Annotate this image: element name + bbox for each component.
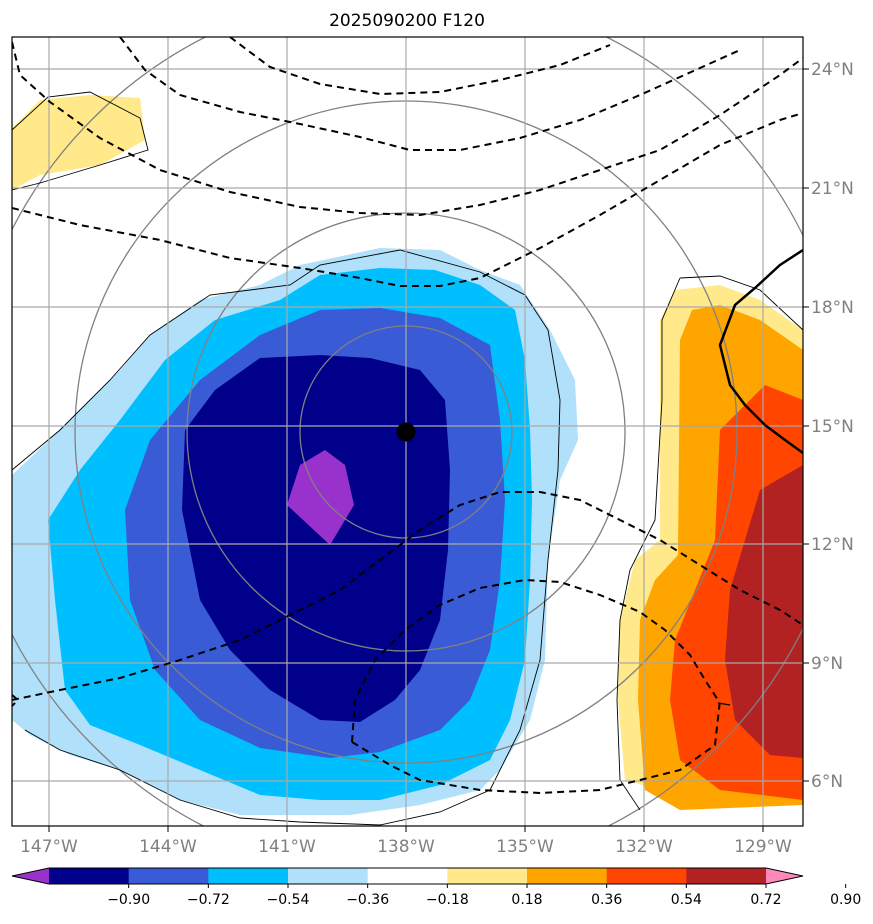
lat-label: 15°N — [811, 417, 854, 437]
storm-center-marker — [396, 422, 416, 442]
latitude-labels: 24°N 21°N 18°N 15°N 12°N 9°N 6°N — [811, 60, 854, 792]
gridlines — [12, 37, 803, 826]
colorbar-outline — [11, 867, 804, 885]
colorbar-segment — [686, 868, 767, 884]
map-area — [12, 37, 803, 826]
colorbar-tick-label: 0.72 — [750, 892, 781, 908]
thin-contours — [12, 91, 803, 826]
lat-label: 21°N — [811, 179, 854, 199]
colorbar-segment — [527, 868, 608, 884]
lat-label: 9°N — [811, 654, 843, 674]
colorbar-tick-label: 0.54 — [671, 892, 702, 908]
colorbar-segment — [367, 868, 448, 884]
longitude-labels: 147°W 144°W 141°W 138°W 135°W 132°W 129°… — [20, 837, 792, 857]
anomaly-purple — [287, 450, 354, 545]
lat-label: 18°N — [811, 298, 854, 318]
dashed-contours — [12, 37, 803, 795]
colorbar-tick-label: 0.90 — [830, 892, 861, 908]
colorbar-tick-label: 0.18 — [511, 892, 542, 908]
map-title: 2025090200 F120 — [329, 11, 485, 31]
colorbar: −0.90 −0.72 −0.54 −0.36 −0.18 0.18 0.36 0.54 0.7… — [11, 867, 861, 908]
colorbar-segment — [49, 868, 130, 884]
lat-label: 24°N — [811, 60, 854, 80]
colorbar-segment — [288, 868, 369, 884]
lon-label: 147°W — [20, 837, 78, 857]
lon-label: 129°W — [734, 837, 792, 857]
lon-label: 135°W — [496, 837, 554, 857]
lon-label: 138°W — [377, 837, 435, 857]
lat-label: 6°N — [811, 772, 843, 792]
colorbar-tick-label: −0.18 — [426, 892, 469, 908]
lon-label: 132°W — [615, 837, 673, 857]
colorbar-segment — [128, 868, 209, 884]
colorbar-segment — [606, 868, 687, 884]
colorbar-tick-label: −0.54 — [267, 892, 310, 908]
colorbar-extend-left — [12, 868, 49, 884]
lat-label: 12°N — [811, 535, 854, 555]
colorbar-segment — [447, 868, 528, 884]
lon-label: 144°W — [139, 837, 197, 857]
colorbar-tick-label: −0.36 — [346, 892, 389, 908]
colorbar-tick-label: 0.36 — [591, 892, 622, 908]
colorbar-extend-right — [766, 868, 803, 884]
anomaly-positive-yellow-topleft — [12, 95, 145, 190]
map-ticks — [48, 68, 809, 832]
colorbar-tick-label: −0.72 — [187, 892, 230, 908]
colorbar-segment — [208, 868, 289, 884]
contour-tick — [717, 702, 731, 706]
solid-contour — [718, 248, 803, 455]
anomaly-navy — [182, 355, 450, 722]
map-frame — [11, 36, 804, 827]
colorbar-tick-label: −0.90 — [107, 892, 150, 908]
anomaly-dark-red — [725, 465, 803, 758]
lon-label: 141°W — [258, 837, 316, 857]
